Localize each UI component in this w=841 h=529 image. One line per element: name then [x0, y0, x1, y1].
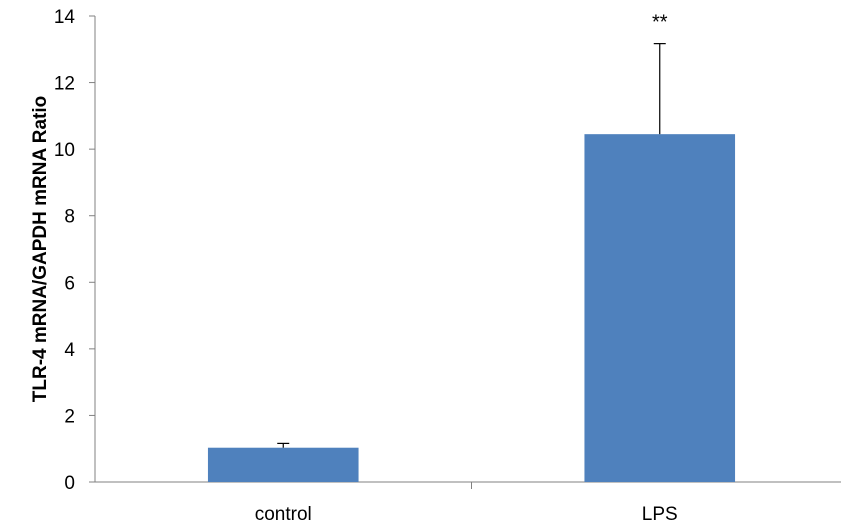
- x-tick-label: LPS: [642, 504, 678, 525]
- y-tick-label: 6: [64, 273, 75, 294]
- y-tick-label: 4: [64, 340, 75, 361]
- y-tick-label: 12: [54, 74, 75, 95]
- y-tick-label: 2: [64, 406, 75, 427]
- x-tick-label: control: [255, 504, 312, 525]
- y-tick-label: 8: [64, 207, 75, 228]
- y-tick-label: 14: [54, 7, 76, 28]
- y-ticks: 0 2 4 6 8 10 12 14: [54, 7, 95, 494]
- y-tick-label: 0: [64, 473, 75, 494]
- bars: **: [207, 12, 736, 482]
- y-tick-label: 10: [54, 140, 75, 161]
- y-axis-title: TLR-4 mRNA/GAPDH mRNA Ratio: [30, 96, 51, 402]
- significance-label: **: [652, 12, 668, 34]
- bar-control: [207, 447, 359, 482]
- x-ticks: control LPS: [255, 482, 678, 525]
- bar-lps: [584, 134, 736, 482]
